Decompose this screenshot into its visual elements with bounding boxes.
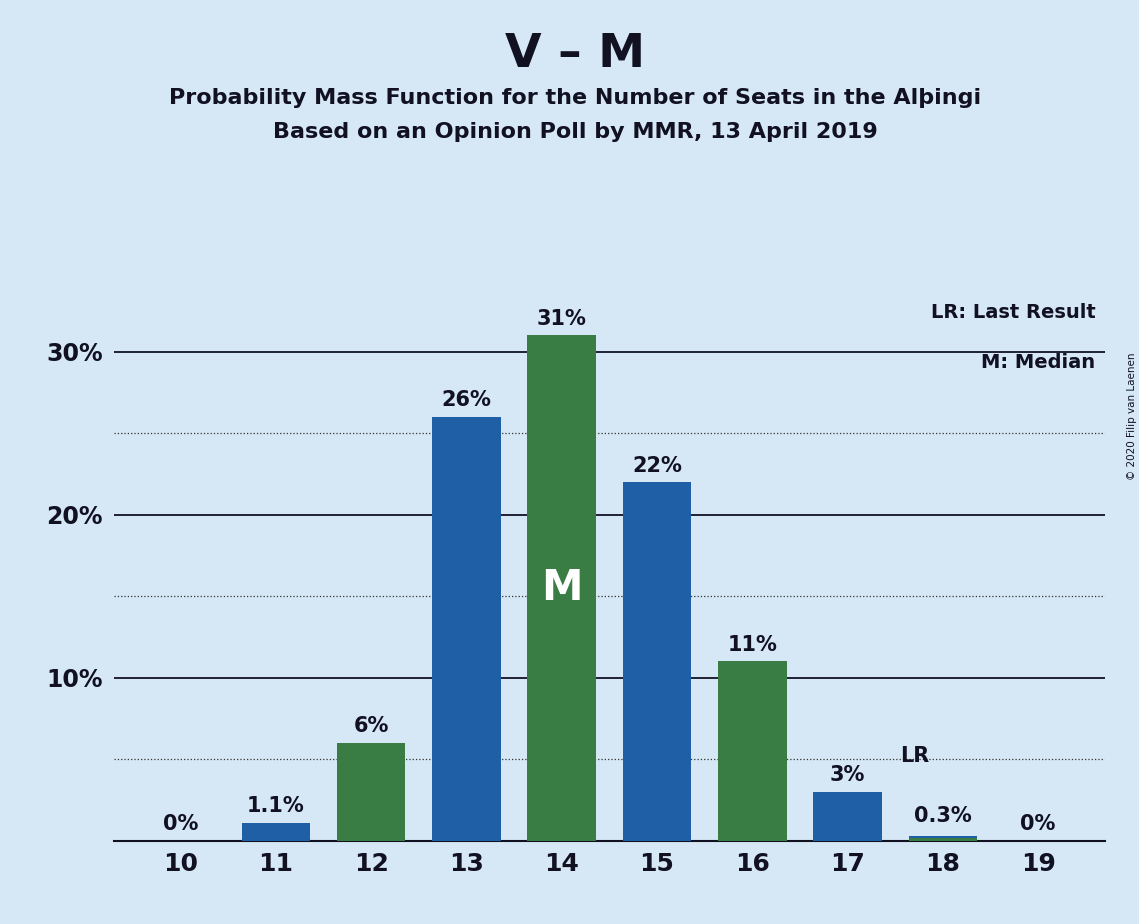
Text: LR: Last Result: LR: Last Result xyxy=(931,303,1096,322)
Text: LR: LR xyxy=(900,746,929,766)
Bar xyxy=(813,792,882,841)
Text: 1.1%: 1.1% xyxy=(247,796,305,817)
Text: 0%: 0% xyxy=(163,814,198,834)
Text: M: Median: M: Median xyxy=(981,353,1096,372)
Text: Based on an Opinion Poll by MMR, 13 April 2019: Based on an Opinion Poll by MMR, 13 Apri… xyxy=(273,122,877,142)
Bar xyxy=(337,743,405,841)
Text: 31%: 31% xyxy=(536,309,587,329)
Text: 6%: 6% xyxy=(353,716,388,736)
Bar xyxy=(527,335,596,841)
Text: 0%: 0% xyxy=(1021,814,1056,834)
Bar xyxy=(718,662,787,841)
Text: Probability Mass Function for the Number of Seats in the Alþingi: Probability Mass Function for the Number… xyxy=(169,88,982,108)
Text: 22%: 22% xyxy=(632,456,682,476)
Text: 0.3%: 0.3% xyxy=(913,806,972,826)
Bar xyxy=(241,823,310,841)
Text: 26%: 26% xyxy=(442,390,491,410)
Text: © 2020 Filip van Laenen: © 2020 Filip van Laenen xyxy=(1126,352,1137,480)
Bar xyxy=(432,417,501,841)
Text: 11%: 11% xyxy=(728,635,777,655)
Text: V – M: V – M xyxy=(505,32,646,78)
Bar xyxy=(909,836,977,841)
Bar xyxy=(623,482,691,841)
Text: M: M xyxy=(541,567,582,609)
Text: 3%: 3% xyxy=(830,765,866,785)
Bar xyxy=(909,838,977,841)
